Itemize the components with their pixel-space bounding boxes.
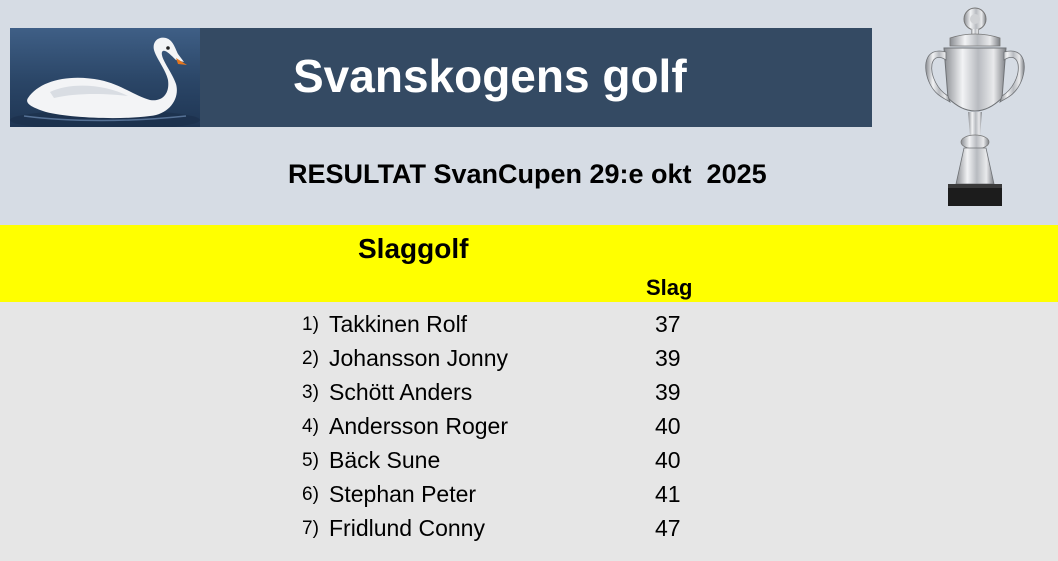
player-score: 40 [655, 413, 681, 439]
page-subtitle: RESULTAT SvanCupen 29:e okt 2025 [288, 159, 767, 189]
player-score: 47 [655, 515, 681, 541]
results-list: 1) Takkinen Rolf 37 2) Johansson Jonny 3… [0, 302, 1058, 561]
result-row: 5) Bäck Sune 40 [0, 442, 1058, 476]
rank-label: 4) [302, 416, 319, 437]
trophy-image [920, 6, 1032, 209]
rank-label: 1) [302, 314, 319, 335]
player-score: 41 [655, 481, 681, 507]
result-row: 4) Andersson Roger 40 [0, 408, 1058, 442]
player-name: Andersson Roger [329, 413, 508, 439]
player-score: 37 [655, 311, 681, 337]
player-name: Johansson Jonny [329, 345, 509, 371]
result-row: 7) Fridlund Conny 47 [0, 510, 1058, 544]
player-name: Schött Anders [329, 379, 473, 405]
player-name: Bäck Sune [329, 447, 441, 473]
player-name: Stephan Peter [329, 481, 477, 507]
player-score: 40 [655, 447, 681, 473]
rank-label: 2) [302, 348, 319, 369]
player-name: Takkinen Rolf [329, 311, 468, 337]
title-banner: Svanskogens golf [10, 28, 872, 127]
rank-label: 7) [302, 518, 319, 539]
result-row: 2) Johansson Jonny 39 [0, 340, 1058, 374]
score-column-header: Slag [646, 275, 693, 300]
rank-label: 6) [302, 484, 319, 505]
rank-label: 5) [302, 450, 319, 471]
swan-icon [10, 37, 200, 127]
swan-image [10, 28, 200, 127]
section-title: Slaggolf [358, 233, 469, 264]
player-score: 39 [655, 345, 681, 371]
result-row: 1) Takkinen Rolf 37 [0, 306, 1058, 340]
player-score: 39 [655, 379, 681, 405]
player-name: Fridlund Conny [329, 515, 485, 541]
rank-label: 3) [302, 382, 319, 403]
result-row: 3) Schött Anders 39 [0, 374, 1058, 408]
trophy-icon [925, 7, 1025, 206]
result-row: 6) Stephan Peter 41 [0, 476, 1058, 510]
section-header-band [0, 225, 1058, 302]
site-title: Svanskogens golf [293, 50, 687, 102]
